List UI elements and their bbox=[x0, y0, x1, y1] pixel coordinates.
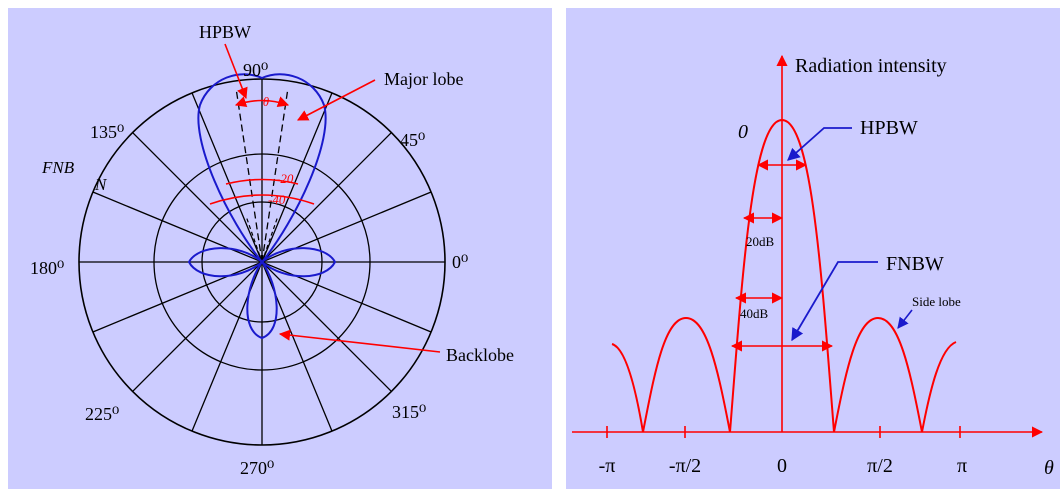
side-lobe-label: Side lobe bbox=[912, 294, 961, 309]
major-lobe-label: Major lobe bbox=[384, 69, 463, 89]
x-tick-label-half-pi: π/2 bbox=[867, 455, 893, 477]
angle-45-label: 45⁰ bbox=[400, 130, 425, 150]
theta-axis-label: θ bbox=[1044, 457, 1054, 479]
hpbw-callout-arrow bbox=[224, 43, 248, 100]
radiation-intensity-title: Radiation intensity bbox=[795, 55, 947, 77]
backlobe-label: Backlobe bbox=[446, 345, 514, 365]
x-tick-label-zero: 0 bbox=[777, 455, 787, 477]
major-lobe-callout-arrow bbox=[297, 79, 376, 121]
right-edge-lobe-curve bbox=[921, 341, 957, 433]
db20-label: 20dB bbox=[746, 234, 775, 249]
minus40-arc bbox=[209, 194, 315, 205]
main-beam-curve bbox=[729, 118, 835, 433]
null-right-dashed bbox=[261, 215, 279, 263]
polar-background bbox=[8, 8, 552, 489]
angle-180-label: 180⁰ bbox=[30, 258, 64, 278]
angle-225-label: 225⁰ bbox=[85, 404, 119, 424]
minus20-arc bbox=[225, 178, 299, 185]
peak-zero-label: 0 bbox=[738, 121, 748, 143]
angle-315-label: 315⁰ bbox=[392, 402, 426, 422]
left-side-lobe-shape bbox=[187, 247, 264, 278]
hpbw-right-dashed bbox=[261, 87, 289, 263]
angle-90-label: 90⁰ bbox=[243, 60, 268, 80]
major-lobe-shape bbox=[197, 73, 327, 264]
cartesian-pattern-svg: Radiation intensity 0 HPBW FNBW Side lob… bbox=[566, 8, 1060, 489]
polar-pattern-panel: HPBW Major lobe θ -20 -40 FNB N Backlobe… bbox=[8, 8, 552, 489]
angle-0-label: 0⁰ bbox=[452, 252, 468, 272]
right-side-lobe-curve bbox=[833, 316, 923, 433]
minus20-label: -20 bbox=[276, 171, 294, 186]
cartesian-pattern-panel: Radiation intensity 0 HPBW FNBW Side lob… bbox=[566, 0, 1060, 489]
hpbw-label: HPBW bbox=[199, 22, 251, 42]
right-side-lobe-shape bbox=[260, 247, 337, 278]
fnb-label: FNB bbox=[41, 158, 75, 177]
side-lobe-callout-arrow bbox=[897, 309, 913, 329]
left-side-lobe-curve bbox=[642, 316, 731, 433]
theta-label: θ bbox=[263, 94, 270, 109]
polar-pattern-svg: HPBW Major lobe θ -20 -40 FNB N Backlobe… bbox=[8, 8, 552, 489]
backlobe-callout-arrow bbox=[278, 329, 441, 353]
left-edge-lobe-curve bbox=[611, 343, 644, 433]
hpbw-label: HPBW bbox=[860, 117, 918, 139]
angle-270-label: 270⁰ bbox=[240, 458, 274, 478]
back-lobe-shape bbox=[246, 260, 278, 340]
minus40-label: -40 bbox=[268, 192, 286, 207]
fnbw-callout-arrow bbox=[791, 261, 878, 342]
n-label: N bbox=[94, 175, 108, 194]
angle-135-label: 135⁰ bbox=[90, 122, 124, 142]
x-tick-label-minus-pi: -π bbox=[599, 455, 616, 477]
theta-arc bbox=[234, 96, 290, 107]
null-left-dashed bbox=[245, 215, 263, 263]
hpbw-left-dashed bbox=[235, 87, 263, 263]
db40-label: 40dB bbox=[740, 306, 769, 321]
hpbw-callout-arrow bbox=[787, 127, 852, 161]
x-tick-label-minus-half-pi: -π/2 bbox=[669, 455, 701, 477]
x-tick-label-pi: π bbox=[957, 455, 967, 477]
fnbw-label: FNBW bbox=[886, 253, 944, 275]
